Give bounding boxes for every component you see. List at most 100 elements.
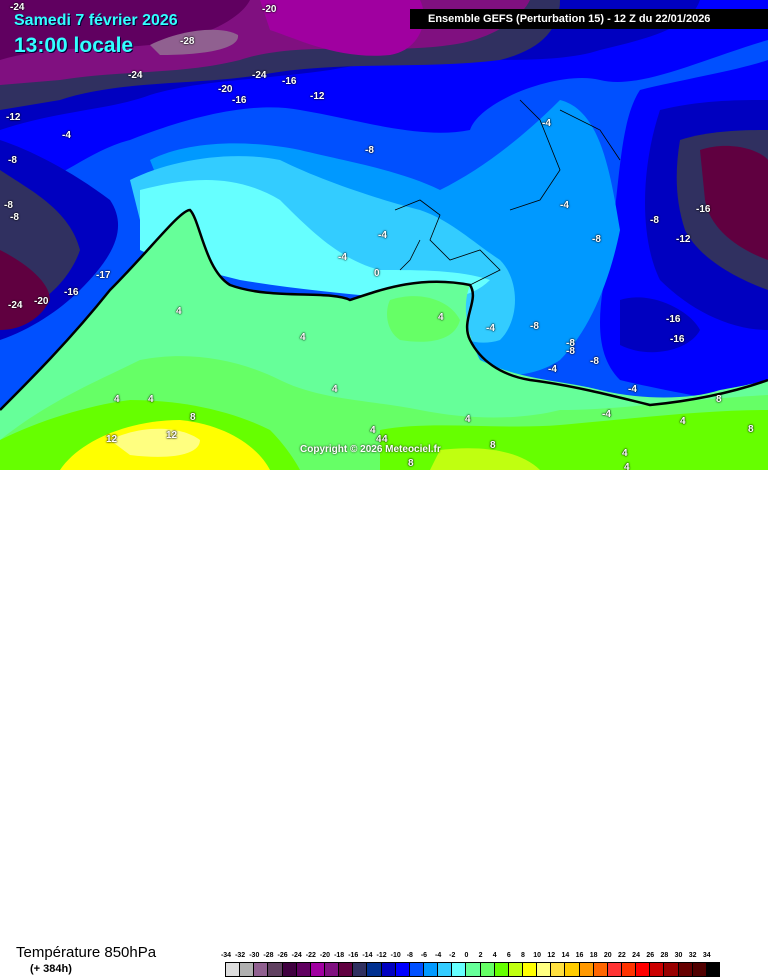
legend-color	[309, 962, 324, 977]
legend-tick: 34	[702, 952, 711, 959]
legend-color	[437, 962, 452, 977]
contour-label: -12	[676, 234, 691, 245]
legend-tick: -14	[362, 952, 373, 959]
legend-color	[564, 962, 579, 977]
contour-label: -16	[282, 76, 297, 87]
legend-tick: -10	[390, 952, 401, 959]
legend-color	[394, 962, 409, 977]
contour-label: 4	[622, 448, 628, 459]
contour-label: 4	[376, 434, 382, 445]
legend-tick: 24	[632, 952, 640, 959]
contour-label: 8	[716, 394, 722, 405]
legend-tick: 8	[521, 952, 525, 959]
legend-color	[323, 962, 339, 977]
legend-color	[366, 962, 381, 977]
legend-tick: -30	[249, 952, 260, 959]
contour-label: 4	[382, 434, 388, 445]
contour-label: 8	[490, 440, 496, 451]
contour-label: -28	[180, 36, 195, 47]
legend-tick: 2	[478, 952, 483, 959]
contour-label: -16	[64, 287, 79, 298]
legend-tick: -12	[376, 952, 387, 959]
contour-label: -8	[590, 356, 599, 367]
contour-label: 4	[176, 306, 182, 317]
temperature-map: -24 -20 -28 -24 -24 -20 -16 -16 -12 -12 -4 -8 -8 -8 -8…	[0, 0, 768, 470]
contour-label: -8	[365, 145, 374, 156]
contour-label: 4	[680, 416, 686, 427]
contour-label: -4	[542, 118, 551, 129]
contour-label: -4	[338, 252, 347, 263]
contour-label: 4	[300, 332, 306, 343]
legend-color	[479, 962, 494, 977]
legend-tick: 10	[533, 952, 541, 959]
legend-color	[408, 962, 423, 977]
legend-tick: 4	[492, 952, 497, 959]
contour-label: -24	[10, 2, 25, 13]
legend-color	[691, 962, 706, 977]
legend-color	[352, 962, 367, 977]
legend-tick: -28	[263, 952, 274, 959]
contour-label: -4	[378, 230, 387, 241]
legend-color	[295, 962, 310, 977]
legend-color	[620, 962, 636, 977]
legend-color	[705, 962, 720, 977]
legend-tick: 14	[561, 952, 570, 959]
legend-color	[550, 962, 565, 977]
legend-color	[253, 962, 268, 977]
contour-label: -4	[486, 323, 495, 334]
legend-tick: 30	[674, 952, 683, 959]
legend-color	[677, 962, 692, 977]
legend-color	[451, 962, 466, 977]
contour-label: -8	[10, 212, 19, 223]
contour-label: 8	[748, 424, 754, 435]
contour-label: -17	[96, 270, 111, 281]
legend-tick: -34	[220, 952, 232, 959]
contour-label: -20	[218, 84, 233, 95]
contour-label: 8	[408, 458, 414, 469]
contour-label: -8	[592, 234, 601, 245]
legend-tick: 22	[618, 952, 626, 959]
contour-label: 4	[438, 312, 444, 323]
legend-tick: 6	[506, 952, 511, 959]
legend-tick: -18	[334, 952, 345, 959]
contour-label: -4	[560, 200, 569, 211]
legend-color	[239, 962, 254, 977]
legend-tick: -26	[277, 952, 288, 959]
legend-tick: -20	[319, 952, 331, 959]
legend-tick: 0	[464, 952, 469, 959]
legend-color	[649, 962, 664, 977]
legend-color	[521, 962, 537, 977]
legend-color	[606, 962, 621, 977]
legend-tick: 20	[603, 952, 612, 959]
copyright: Copyright © 2026 Meteociel.fr	[300, 444, 441, 455]
legend-color	[592, 962, 607, 977]
contour-label: 4	[624, 462, 630, 470]
contour-label: -4	[62, 130, 71, 141]
legend-tick: 28	[660, 952, 669, 959]
legend-tick: 32	[688, 952, 697, 959]
legend-color	[422, 962, 438, 977]
model-run-banner: Ensemble GEFS (Perturbation 15) - 12 Z d…	[410, 9, 768, 29]
contour-label: -8	[566, 346, 575, 357]
legend-tick: 18	[589, 952, 598, 959]
legend-color	[338, 962, 353, 977]
forecast-date: Samedi 7 février 2026	[14, 12, 178, 29]
contour-label: 4	[114, 394, 120, 405]
contour-label: -12	[310, 91, 325, 102]
legend-color	[225, 962, 240, 977]
contour-label: -16	[696, 204, 711, 215]
legend-color	[493, 962, 508, 977]
forecast-time: 13:00 locale	[14, 34, 134, 57]
contour-label: 4	[148, 394, 154, 405]
legend-tick: 16	[575, 952, 584, 959]
contour-label: -16	[670, 334, 685, 345]
contour-label: -24	[8, 300, 23, 311]
legend-tick: -16	[348, 952, 359, 959]
legend-color	[578, 962, 593, 977]
footer: Température 850hPa (+ 384h) -34 -32 -30 -28…	[0, 470, 768, 977]
contour-label: -24	[128, 70, 143, 81]
legend-tick: 26	[646, 952, 655, 959]
contour-label: -12	[6, 112, 21, 123]
contour-label: -8	[530, 321, 539, 332]
contour-label: -4	[548, 364, 557, 375]
